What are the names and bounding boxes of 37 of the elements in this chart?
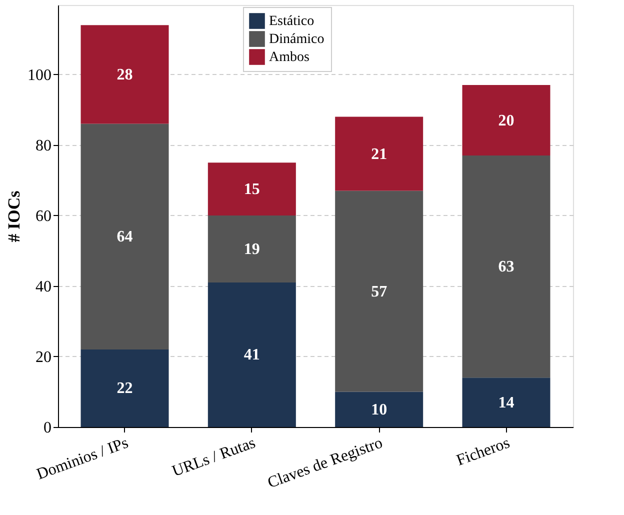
data-label: 28 [116, 66, 133, 84]
y-tick-label: 60 [36, 208, 52, 225]
legend-label: Dinámico [269, 32, 324, 47]
bar [208, 215, 296, 282]
data-label: 22 [116, 380, 133, 398]
bar [335, 190, 424, 392]
bar [335, 116, 424, 191]
bar [80, 124, 169, 350]
bar [462, 378, 550, 427]
bar [208, 162, 296, 216]
y-tick-label: 100 [28, 66, 52, 84]
data-label: 57 [371, 283, 388, 300]
data-label: 19 [244, 240, 260, 258]
data-label: 10 [371, 401, 388, 418]
bar [80, 25, 169, 124]
data-label: 20 [498, 112, 514, 130]
data-label: 64 [116, 228, 133, 246]
legend-label: Estático [269, 14, 314, 29]
legend-label: Ambos [269, 50, 310, 65]
bar [462, 85, 550, 156]
x-tick-label: Ficheros [454, 434, 512, 470]
y-axis-title: # IOCs [4, 190, 24, 242]
x-tick-label: Claves de Registro [265, 434, 385, 492]
bar [335, 392, 424, 427]
bar [80, 349, 169, 427]
y-tick-label: 20 [36, 348, 52, 366]
data-label: 41 [244, 346, 260, 364]
data-label: 15 [244, 181, 260, 198]
data-label: 63 [498, 258, 514, 276]
x-tick-label: URLs / Rutas [170, 434, 258, 480]
bar [462, 156, 550, 378]
data-label: 21 [371, 146, 388, 163]
y-tick-label: 80 [36, 137, 52, 154]
bar [208, 282, 296, 427]
y-tick-label: 0 [44, 420, 52, 436]
y-tick-label: 40 [36, 278, 52, 296]
data-label: 14 [498, 394, 514, 412]
